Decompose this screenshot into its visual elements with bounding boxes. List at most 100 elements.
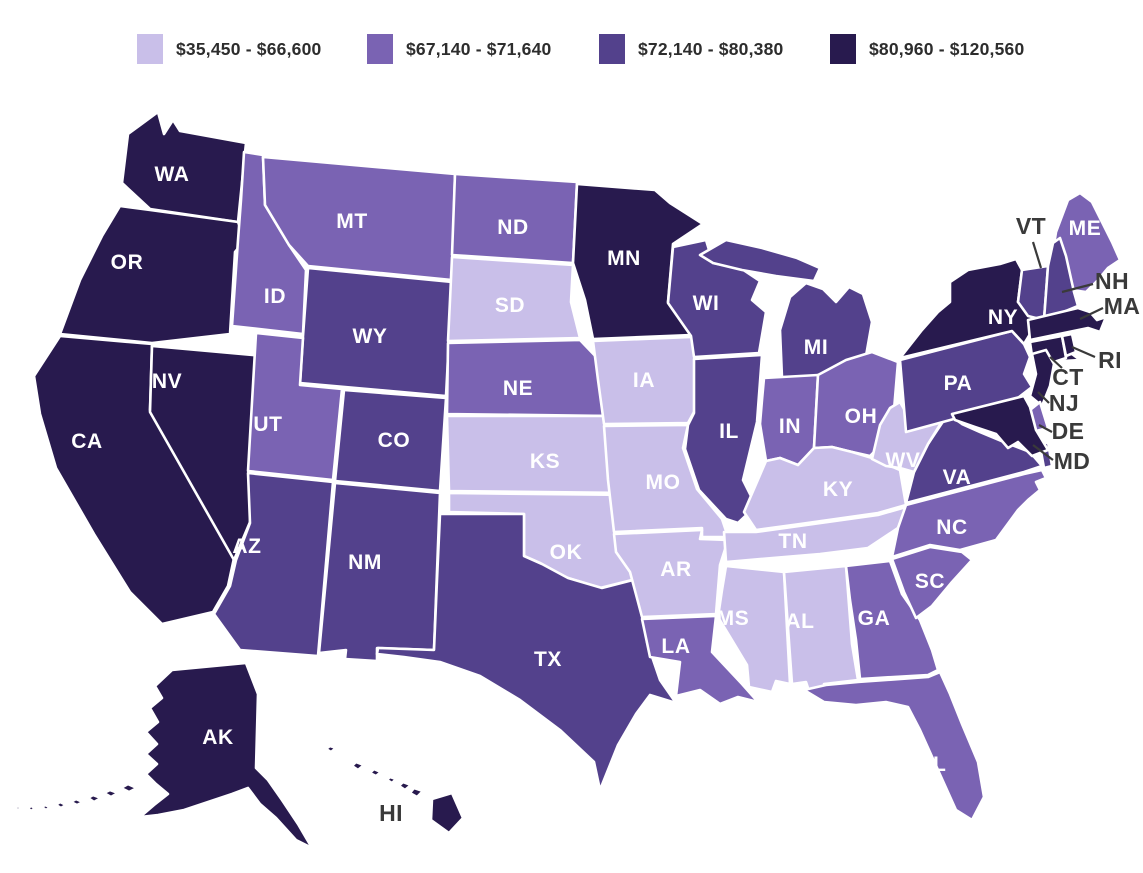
state-label-nj: NJ: [1049, 390, 1079, 416]
state-ak: [26, 804, 37, 813]
state-label-ny: NY: [988, 306, 1018, 329]
state-label-nc: NC: [936, 516, 968, 539]
state-ar: [612, 528, 730, 619]
state-fl: [802, 670, 986, 822]
state-hi: [368, 767, 383, 778]
legend-label-2: $67,140 - $71,640: [406, 38, 552, 59]
state-label-mn: MN: [607, 247, 641, 270]
state-label-ga: GA: [858, 607, 891, 630]
state-label-ok: OK: [550, 541, 583, 564]
state-label-ne: NE: [503, 377, 533, 400]
state-hi: [408, 786, 425, 799]
state-ak: [54, 800, 68, 810]
state-label-ak: AK: [202, 726, 234, 749]
callout-line-nh: [1061, 282, 1094, 294]
state-ak: [13, 804, 23, 812]
state-label-ia: IA: [633, 369, 655, 392]
state-label-ca: CA: [71, 430, 103, 453]
state-ky: [742, 445, 908, 532]
state-hi: [350, 760, 366, 772]
state-label-va: VA: [943, 466, 972, 489]
state-label-nh: NH: [1095, 268, 1129, 294]
legend-swatch-3: [599, 34, 625, 64]
state-label-az: AZ: [232, 535, 261, 558]
state-mi: [698, 238, 822, 283]
legend-item-4: $80,960 - $120,560: [830, 34, 1024, 64]
state-label-tx: TX: [534, 648, 562, 671]
legend-item-3: $72,140 - $80,380: [599, 34, 783, 64]
state-la: [640, 614, 760, 706]
state-hi: [397, 780, 413, 792]
state-label-vt: VT: [1016, 213, 1046, 239]
state-label-wv: WV: [885, 449, 920, 472]
state-label-hi: HI: [379, 800, 403, 826]
state-label-ar: AR: [660, 558, 692, 581]
state-label-nd: ND: [497, 216, 529, 239]
state-label-co: CO: [378, 429, 411, 452]
state-label-il: IL: [719, 420, 739, 443]
state-label-ks: KS: [530, 450, 560, 473]
state-hi: [385, 775, 398, 785]
state-label-ct: CT: [1052, 364, 1083, 390]
state-label-in: IN: [779, 415, 801, 438]
state-az: [212, 471, 335, 658]
state-label-tn: TN: [778, 530, 807, 553]
callout-line-md: [1032, 444, 1054, 461]
state-sc: [890, 545, 974, 620]
state-label-ma: MA: [1104, 293, 1141, 319]
state-md: [950, 394, 1050, 458]
state-label-sc: SC: [915, 570, 945, 593]
state-label-ky: KY: [823, 478, 853, 501]
state-il: [683, 353, 764, 525]
state-label-mt: MT: [336, 210, 368, 233]
state-label-me: ME: [1069, 217, 1102, 240]
state-label-md: MD: [1054, 448, 1091, 474]
state-hi: [429, 791, 465, 835]
legend-label-3: $72,140 - $80,380: [638, 38, 784, 59]
legend-label-4: $80,960 - $120,560: [869, 38, 1025, 59]
state-label-mo: MO: [645, 471, 680, 494]
legend-label-1: $35,450 - $66,600: [176, 38, 322, 59]
legend-item-2: $67,140 - $71,640: [367, 34, 551, 64]
state-label-ms: MS: [717, 607, 750, 630]
state-ak: [69, 797, 85, 807]
state-ak: [138, 661, 314, 850]
state-label-mi: MI: [804, 336, 829, 359]
legend-swatch-1: [137, 34, 163, 64]
state-ut: [246, 331, 344, 482]
state-label-wi: WI: [693, 292, 720, 315]
legend: $35,450 - $66,600 $67,140 - $71,640 $72,14…: [0, 0, 1143, 70]
state-ak: [119, 782, 139, 794]
state-label-la: LA: [661, 635, 690, 658]
callout-line-ct: [1049, 356, 1063, 369]
callout-line-ri: [1071, 345, 1096, 359]
state-label-wa: WA: [154, 163, 189, 186]
state-ak: [86, 793, 103, 804]
state-ga: [844, 559, 940, 681]
callout-line-nj: [1037, 391, 1050, 404]
state-tx: [375, 512, 678, 792]
state-co: [333, 388, 448, 493]
state-label-sd: SD: [495, 294, 525, 317]
state-label-ut: UT: [253, 413, 282, 436]
state-or: [58, 204, 247, 345]
state-label-fl: FL: [920, 753, 947, 776]
callout-line-ma: [1079, 307, 1104, 320]
state-nj: [1028, 348, 1056, 408]
state-hi: [324, 744, 338, 754]
state-label-nm: NM: [348, 551, 382, 574]
legend-item-1: $35,450 - $66,600: [137, 34, 321, 64]
state-ak: [40, 803, 52, 812]
state-label-al: AL: [785, 610, 814, 633]
state-label-pa: PA: [944, 372, 973, 395]
legend-swatch-2: [367, 34, 393, 64]
state-ak: [102, 788, 120, 799]
state-label-nv: NV: [152, 370, 182, 393]
callout-line-vt: [1031, 241, 1043, 269]
state-label-de: DE: [1052, 418, 1085, 444]
state-label-wy: WY: [352, 325, 387, 348]
state-ny: [898, 257, 1054, 360]
legend-swatch-4: [830, 34, 856, 64]
